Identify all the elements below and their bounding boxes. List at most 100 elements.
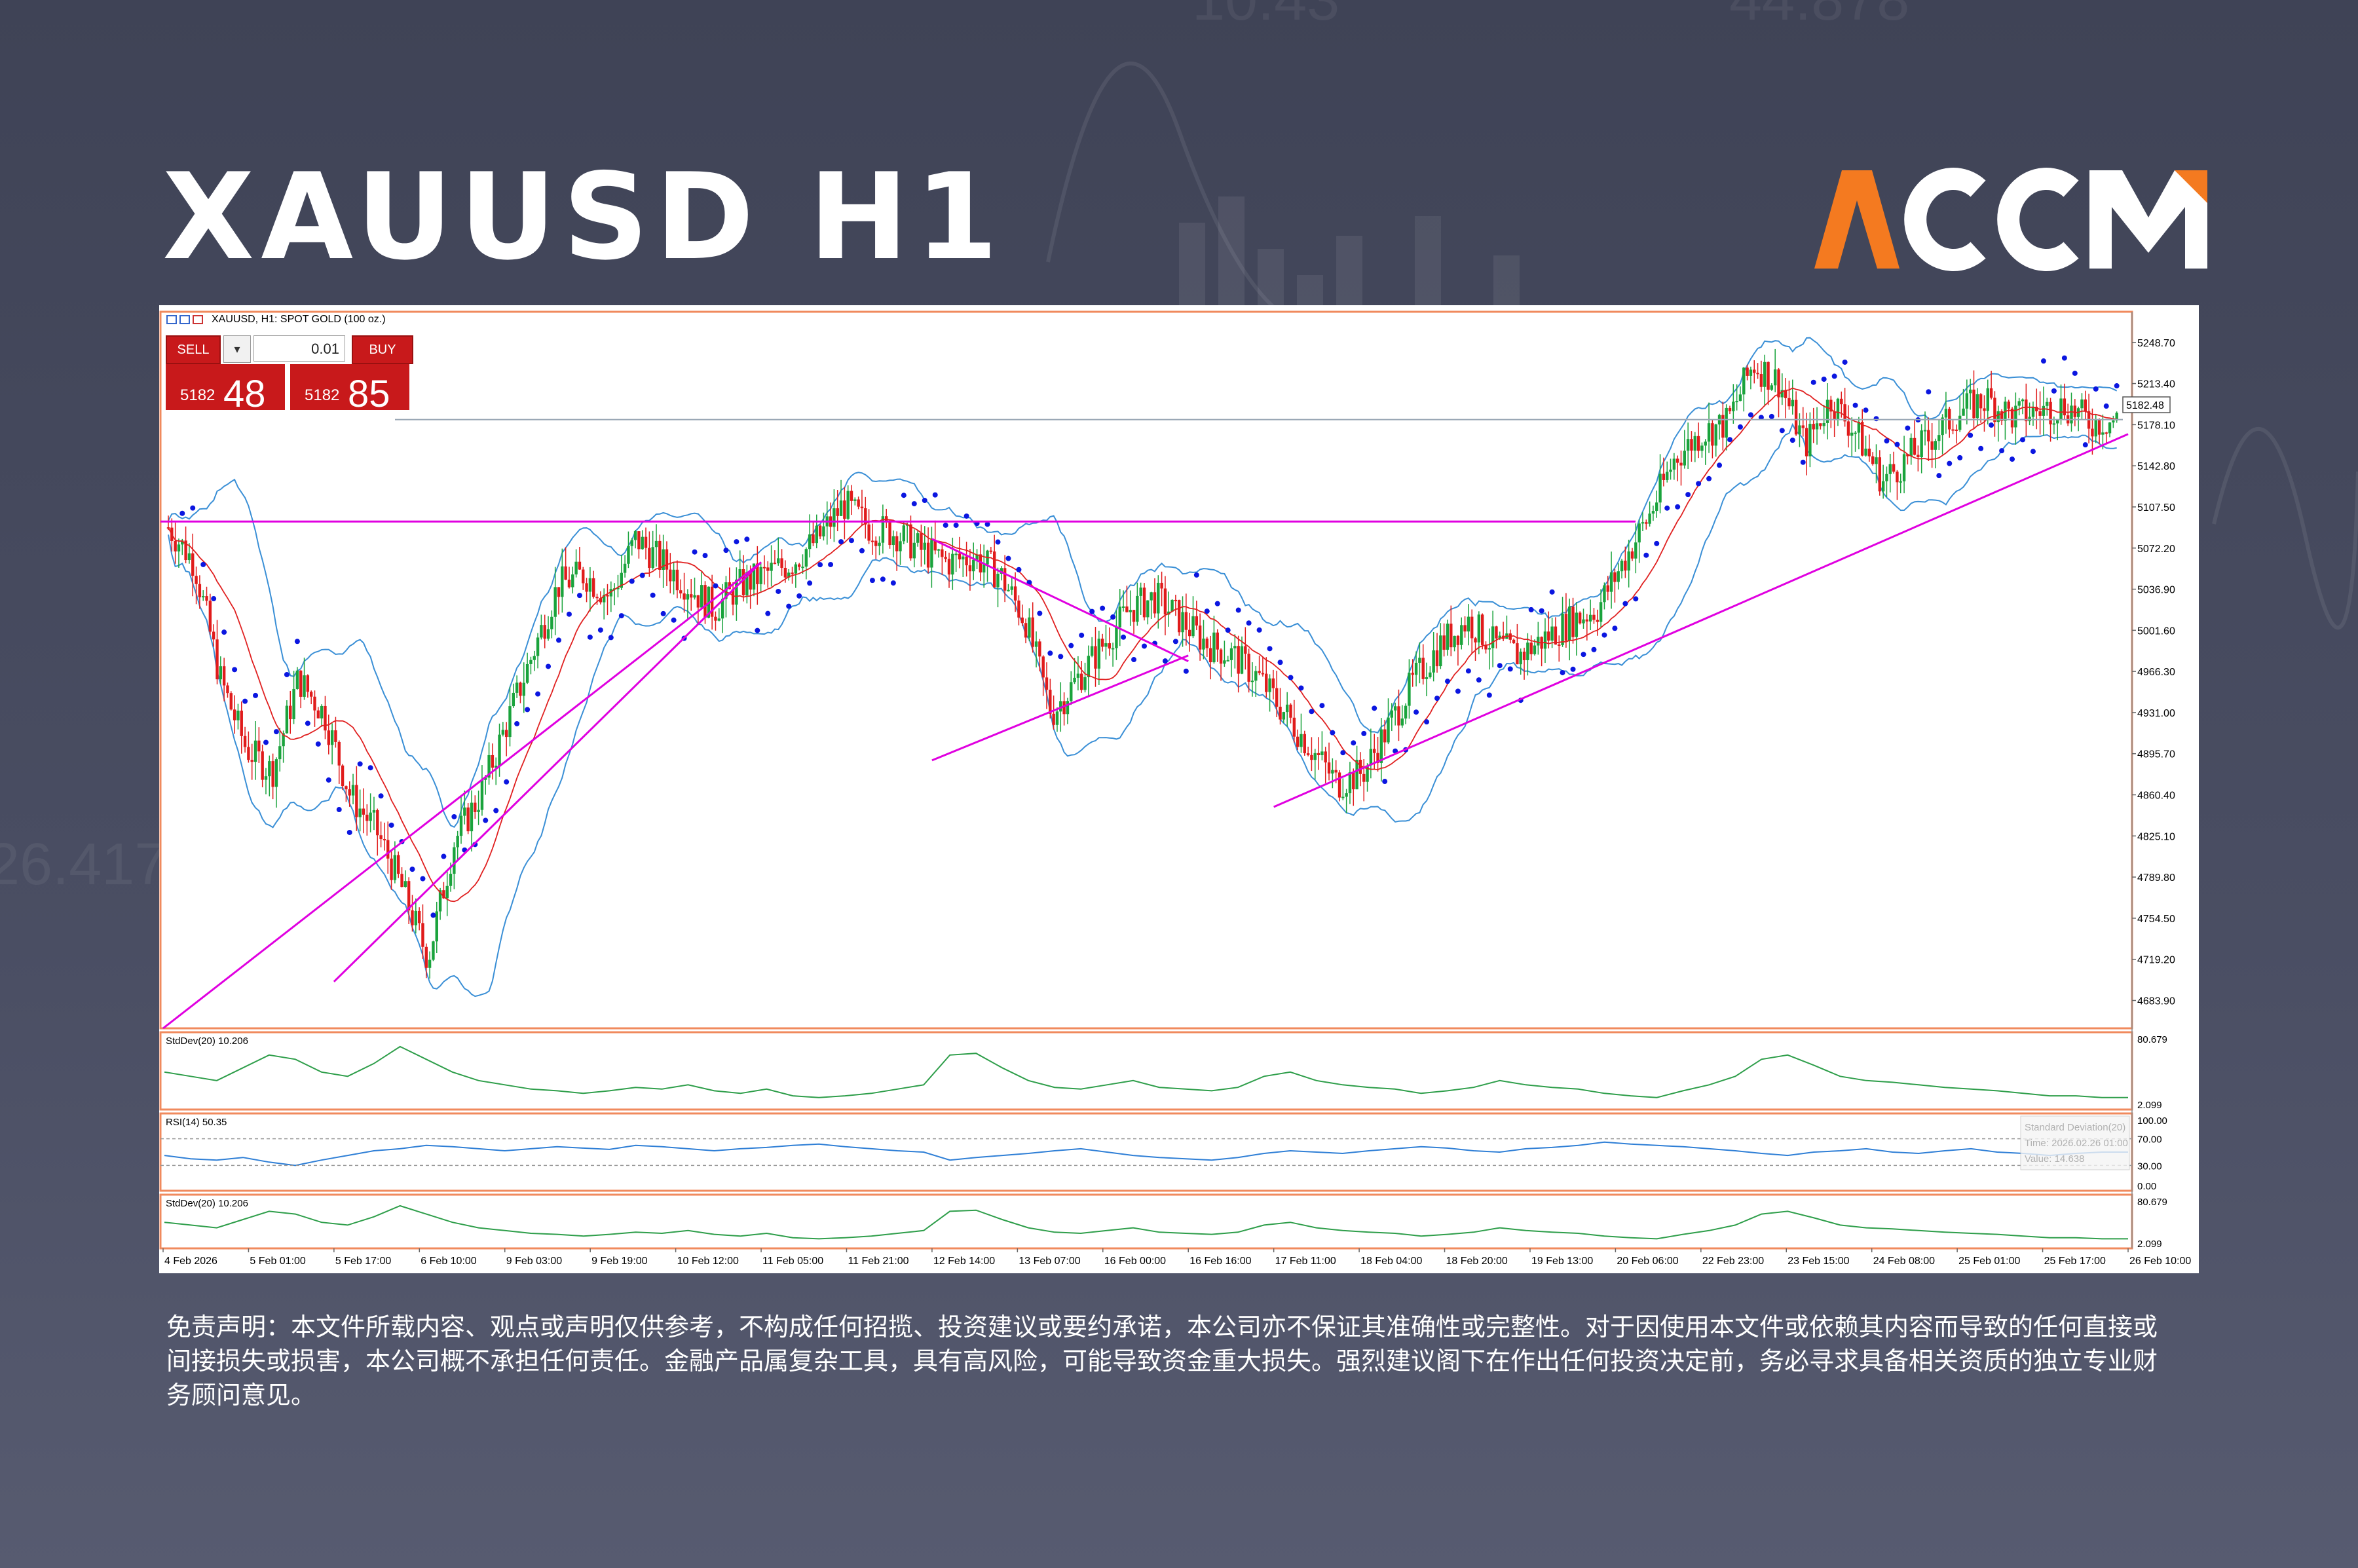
y-tick-label: 4966.30	[2137, 667, 2175, 678]
candle-body	[1651, 511, 1655, 514]
candle-body	[808, 534, 812, 550]
candle-body	[797, 564, 801, 567]
candle-body	[1258, 671, 1261, 673]
sar-dot	[441, 853, 447, 859]
candle-body	[1683, 451, 1687, 466]
candle-body	[1163, 588, 1167, 615]
y-tick-label: 5001.60	[2137, 625, 2175, 637]
candle-body	[1265, 673, 1268, 692]
candle-body	[278, 746, 282, 760]
candle-body	[1902, 454, 1906, 481]
tooltip-line: Time: 2026.02.26 01:00	[2025, 1138, 2128, 1149]
candle-body	[1738, 394, 1742, 401]
candle-body	[1711, 423, 1714, 446]
candle-body	[1229, 648, 1233, 660]
candle-body	[546, 629, 550, 639]
buy-price[interactable]: 5182 85	[290, 364, 409, 415]
sar-dot	[514, 720, 520, 726]
candle-body	[1819, 423, 1822, 426]
sar-dot	[566, 611, 572, 617]
candle-body	[1675, 458, 1679, 463]
trendline[interactable]	[931, 654, 1189, 762]
candle-body	[2010, 408, 2014, 428]
candle-body	[1909, 438, 1913, 457]
candle-body	[735, 579, 738, 605]
candle-body	[1142, 588, 1146, 618]
x-tick-label: 16 Feb 16:00	[1189, 1256, 1251, 1267]
candle-body	[1753, 369, 1756, 373]
candle-body	[1254, 671, 1258, 681]
candle-body	[1822, 422, 1825, 426]
sar-dot	[1737, 424, 1743, 430]
candle-body	[641, 536, 644, 550]
trendline[interactable]	[931, 538, 1189, 663]
candle-body	[1578, 612, 1582, 624]
candle-body	[1055, 711, 1059, 725]
candle-body	[1352, 772, 1355, 790]
sell-button[interactable]: SELL	[166, 335, 221, 364]
chart-window-title: XAUUSD, H1: SPOT GOLD (100 oz.)	[212, 314, 386, 325]
candle-body	[1613, 572, 1617, 582]
sell-price[interactable]: 5182 48	[166, 364, 285, 415]
candle-body	[662, 549, 665, 570]
price-chart[interactable]: 5248.70 5213.40 5178.10 5142.80 5107.50 5072.…	[159, 305, 2199, 1273]
candle-body	[822, 526, 825, 537]
candle-body	[403, 881, 407, 887]
x-tick-label: 25 Feb 17:00	[2044, 1256, 2106, 1267]
candle-body	[1000, 568, 1003, 574]
sar-dot	[525, 707, 531, 713]
x-tick-label: 9 Feb 03:00	[506, 1256, 563, 1267]
lot-dropdown-arrow-icon[interactable]: ▾	[223, 335, 251, 363]
candle-body	[1097, 639, 1101, 669]
sar-dot	[1267, 646, 1273, 652]
sar-dot	[744, 536, 750, 542]
candle-body	[1250, 681, 1254, 682]
candle-body	[1983, 408, 1986, 411]
sar-dot	[2040, 358, 2046, 364]
sar-dot	[378, 793, 384, 799]
candle-body	[1773, 369, 1777, 386]
candle-body	[442, 890, 445, 899]
sar-dot	[430, 912, 436, 918]
candle-body	[1840, 398, 1843, 405]
sar-dot	[1528, 607, 1534, 612]
sar-dot	[1664, 505, 1670, 511]
sar-dot	[1863, 407, 1869, 413]
trendline[interactable]	[1273, 433, 2129, 808]
x-tick-label: 11 Feb 21:00	[848, 1256, 908, 1267]
candle-body	[1150, 592, 1153, 601]
sar-dot	[1748, 412, 1753, 418]
lot-size-input[interactable]: 0.01	[253, 335, 345, 362]
candle-body	[714, 616, 717, 621]
trendline[interactable]	[333, 561, 762, 982]
candle-body	[1450, 624, 1453, 648]
buy-button[interactable]: BUY	[352, 335, 413, 364]
candle-body	[2063, 398, 2067, 416]
y-tick-label: 5142.80	[2137, 461, 2175, 472]
mt-chart-window[interactable]: 5248.70 5213.40 5178.10 5142.80 5107.50 5072.…	[159, 305, 2199, 1273]
candle-body	[289, 705, 292, 720]
candle-body	[1846, 421, 1850, 436]
candle-body	[1875, 457, 1878, 464]
candle-body	[1007, 589, 1010, 591]
sar-dot	[1926, 389, 1932, 395]
sar-dot	[1235, 607, 1241, 613]
buy-price-small: 5182	[305, 386, 340, 404]
candle-body	[1881, 481, 1885, 492]
candle-body	[174, 540, 177, 551]
candle-body	[1178, 600, 1181, 633]
sar-dot	[1382, 779, 1388, 785]
candle-body	[853, 499, 857, 501]
sar-dot	[1079, 632, 1085, 638]
sar-dot	[587, 634, 593, 640]
candle-body	[1205, 638, 1208, 648]
y-tick-label: 5107.50	[2137, 502, 2175, 513]
trendline[interactable]	[162, 561, 762, 1030]
candle-body	[1558, 644, 1561, 646]
candle-body	[2014, 405, 2017, 428]
candle-body	[1547, 631, 1550, 641]
chart-menu-icons[interactable]	[166, 315, 203, 324]
candle-body	[1728, 407, 1732, 411]
candle-body	[878, 542, 881, 546]
sar-dot	[859, 548, 865, 553]
